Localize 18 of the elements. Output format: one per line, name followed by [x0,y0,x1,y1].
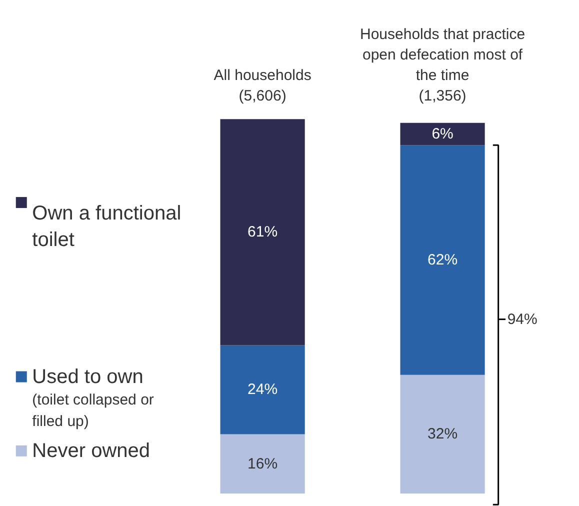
bar [220,345,305,434]
data-label: 24% [248,381,278,398]
data-label: 62% [428,251,458,268]
bar [220,434,305,494]
x-tick-label: Households that practice open defecation most of the time (1,356) [360,26,526,104]
legend-label: Never owned [32,440,150,462]
legend-label: Own a functional toilet [32,202,182,251]
bar [400,122,485,146]
data-label: 61% [248,224,278,241]
legend-label: Used to own (toilet collapsed or filled up) [32,366,154,430]
data-label: 16% [248,455,278,472]
data-label: 6% [432,125,454,142]
annotation: 94% [507,310,538,328]
x-tick-label: All households (5,606) [214,66,312,104]
bar [220,119,305,346]
bar [400,145,485,375]
bar [400,374,485,494]
data-label: 32% [428,426,458,443]
